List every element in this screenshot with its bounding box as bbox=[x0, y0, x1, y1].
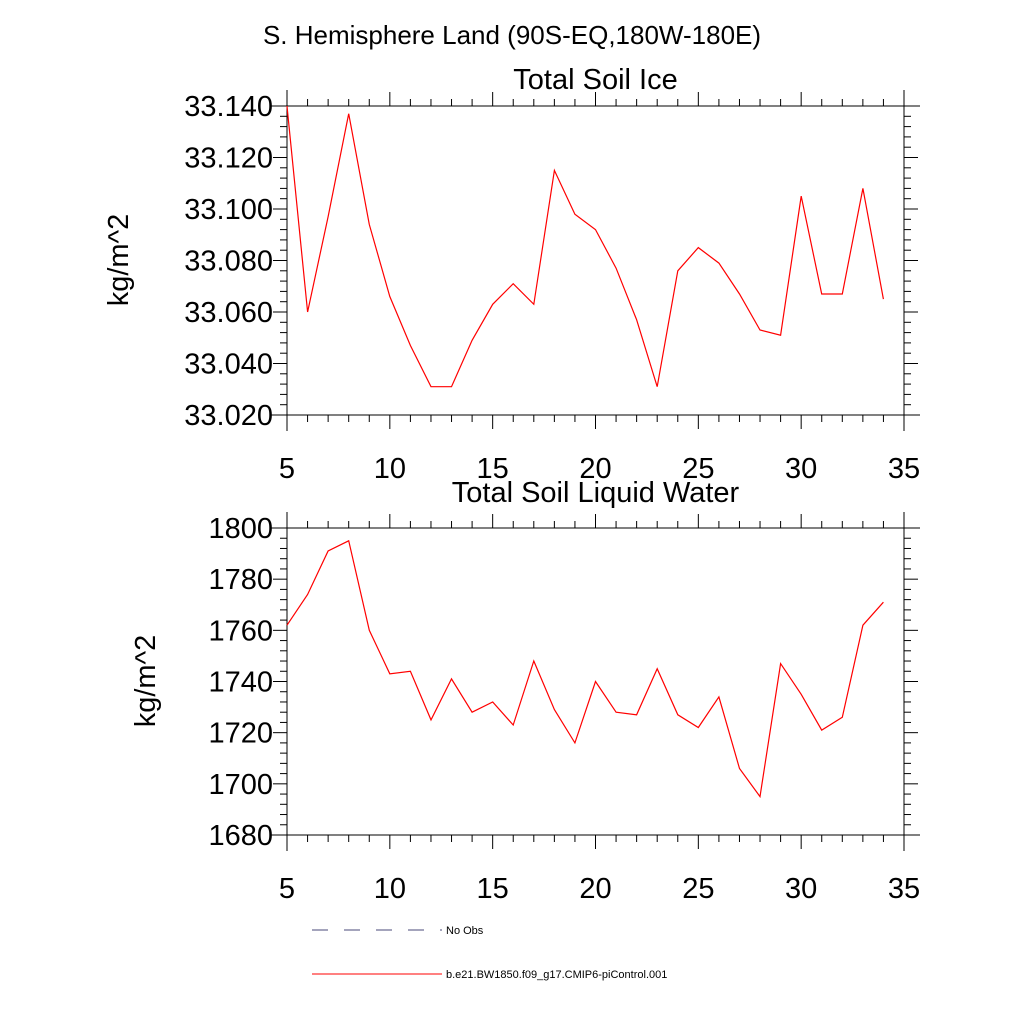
x-tick-label: 30 bbox=[785, 873, 817, 905]
figure-title: S. Hemisphere Land (90S-EQ,180W-180E) bbox=[263, 20, 761, 50]
y-tick-label: 33.140 bbox=[184, 91, 273, 123]
y-tick-label: 1720 bbox=[208, 718, 273, 750]
x-tick-label: 15 bbox=[477, 453, 509, 485]
x-tick-label: 20 bbox=[579, 873, 611, 905]
x-tick-label: 25 bbox=[682, 873, 714, 905]
y-tick-label: 1740 bbox=[208, 667, 273, 699]
y-tick-label: 33.060 bbox=[184, 297, 273, 329]
x-tick-label: 15 bbox=[477, 873, 509, 905]
y-tick-label: 33.080 bbox=[184, 246, 273, 278]
y-tick-label: 33.020 bbox=[184, 400, 273, 432]
x-tick-label: 25 bbox=[682, 453, 714, 485]
y-axis-label: kg/m^2 bbox=[103, 214, 135, 307]
x-tick-label: 35 bbox=[888, 873, 920, 905]
x-tick-label: 5 bbox=[279, 453, 295, 485]
y-tick-label: 33.100 bbox=[184, 194, 273, 226]
plot-area: Total Soil Ice 5 10 15 20 25 30 35 33.020 33.040 3… bbox=[103, 64, 920, 905]
chart-panel: Total Soil Ice 5 10 15 20 25 30 35 33.020 33.040 3… bbox=[103, 64, 920, 485]
x-tick-label: 20 bbox=[579, 453, 611, 485]
y-tick-label: 1780 bbox=[208, 564, 273, 596]
legend-label: No Obs bbox=[446, 925, 484, 937]
series-line bbox=[286, 105, 884, 388]
legend-label: b.e21.BW1850.f09_g17.CMIP6-piControl.001 bbox=[446, 969, 667, 981]
y-tick-label: 1700 bbox=[208, 769, 273, 801]
x-tick-label: 5 bbox=[279, 873, 295, 905]
chart-panel: Total Soil Liquid Water 5 10 15 20 25 30 35 1680… bbox=[130, 477, 920, 905]
x-tick-label: 30 bbox=[785, 453, 817, 485]
y-tick-label: 33.120 bbox=[184, 143, 273, 175]
y-tick-label: 33.040 bbox=[184, 349, 273, 381]
x-tick-label: 10 bbox=[374, 873, 406, 905]
series-line bbox=[286, 539, 884, 799]
x-tick-label: 35 bbox=[888, 453, 920, 485]
y-tick-label: 1760 bbox=[208, 615, 273, 647]
legend: No Obs b.e21.BW1850.f09_g17.CMIP6-piContr… bbox=[312, 925, 667, 981]
x-tick-label: 10 bbox=[374, 453, 406, 485]
y-axis-label: kg/m^2 bbox=[130, 635, 162, 728]
chart-title: Total Soil Ice bbox=[513, 64, 677, 96]
chart-title: Total Soil Liquid Water bbox=[452, 477, 740, 509]
y-tick-label: 1800 bbox=[208, 513, 273, 545]
y-tick-label: 1680 bbox=[208, 820, 273, 852]
